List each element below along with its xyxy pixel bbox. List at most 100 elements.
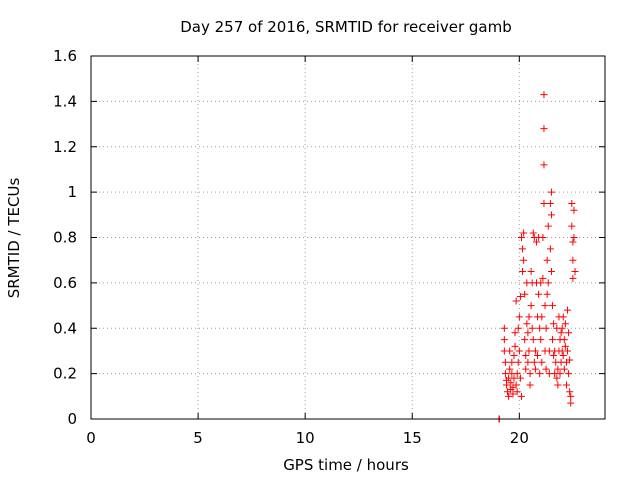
plot-frame [90,55,606,420]
data-point [506,347,514,355]
data-point [520,229,528,237]
data-points [495,91,579,423]
data-point [559,351,567,359]
data-point [529,229,537,237]
y-tick-label: 0.4 [53,319,77,337]
data-point [540,161,548,169]
y-tick-label: 0 [67,410,77,428]
data-point [526,381,534,389]
data-point [521,336,529,344]
data-point [539,234,547,241]
data-point [550,320,558,328]
data-point [559,313,567,321]
data-point [500,324,508,332]
data-point [527,302,535,310]
data-point [509,390,517,398]
data-point [517,234,525,241]
data-point [539,274,547,282]
data-point [557,329,565,337]
axis-ticks: 0 0.2 0.4 0.6 0.8 1 1.2 1.4 1.6 0 5 10 15 20 [53,47,605,447]
data-point [562,381,570,389]
data-point [546,245,554,253]
data-point [520,256,528,264]
data-point [521,290,529,298]
x-tick-label: 20 [510,429,529,447]
data-point [540,125,548,133]
data-point [519,268,527,276]
data-point [507,379,515,387]
data-point [550,351,558,359]
x-axis-label: GPS time / hours [283,456,409,474]
data-point [522,351,530,359]
y-tick-label: 1.2 [53,138,77,156]
data-point [526,370,534,378]
data-point [569,274,577,282]
data-point [532,238,540,246]
data-point [547,188,555,196]
data-point [554,381,562,389]
y-tick-label: 1.6 [53,47,77,65]
data-point [517,392,525,400]
y-tick-label: 0.2 [53,365,77,383]
data-point [558,324,566,332]
data-point [570,234,578,241]
data-point [544,222,552,230]
data-point [565,329,573,337]
y-tick-label: 0.6 [53,274,77,292]
data-point [544,279,552,287]
data-point [560,336,568,344]
data-point [505,392,513,400]
data-point [511,329,519,337]
data-point [537,279,545,287]
data-point [566,388,574,396]
data-point [535,290,543,298]
data-point [568,222,576,230]
data-point [536,370,544,378]
data-point [542,365,550,373]
data-point [566,356,574,364]
data-point [560,365,568,373]
data-point [540,91,548,99]
data-point [524,329,532,337]
data-point [569,256,577,264]
data-point [501,370,509,378]
data-point [549,336,557,344]
data-point [538,313,546,321]
data-point [527,268,535,276]
data-point [546,199,554,207]
data-point [565,370,573,378]
data-point [554,365,562,373]
data-point [536,324,544,332]
data-point [513,370,521,378]
data-point [516,292,524,300]
data-point [510,374,518,382]
data-point [501,358,509,366]
data-point [542,324,550,332]
data-point [524,358,532,366]
data-point [553,374,561,382]
data-point [547,211,555,219]
data-point [514,358,522,366]
data-point [543,256,551,264]
data-point [506,365,514,373]
data-point [525,313,533,321]
y-tick-label: 1.4 [53,92,77,110]
data-point [514,324,522,332]
data-point [528,324,536,332]
data-point [502,381,510,389]
data-point [561,320,569,328]
data-point [567,392,575,400]
data-point [529,336,537,344]
data-point [511,342,519,350]
data-point [500,336,508,344]
data-point [569,238,577,246]
data-point [531,347,539,355]
data-point [538,358,546,366]
data-point [525,347,533,355]
x-tick-label: 10 [296,429,315,447]
data-point [515,313,523,321]
data-point [510,351,518,359]
y-tick-label: 1 [67,183,77,201]
data-point [508,358,516,366]
